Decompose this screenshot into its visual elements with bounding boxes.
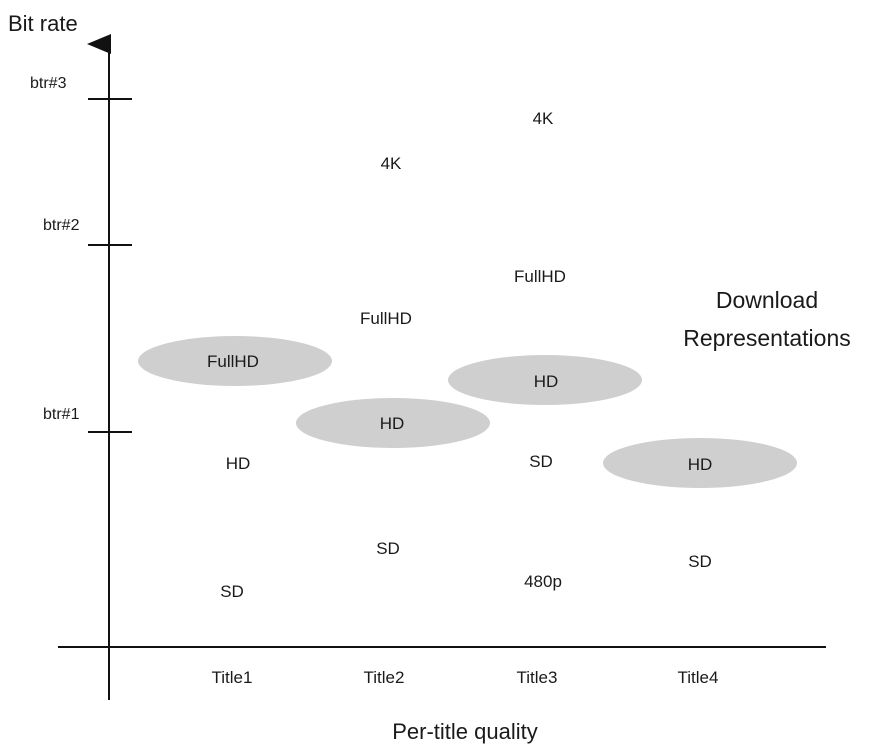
rep-label-title2-fullhd: FullHD [360,309,412,328]
y-tick-label-btr2: btr#2 [43,217,80,234]
category-label-title1: Title1 [212,668,253,687]
rep-label-title3-480p: 480p [524,572,562,591]
highlight-ellipse-title2 [296,398,490,448]
y-tick-label-btr3: btr#3 [30,75,67,92]
highlight-ellipse-title1 [138,336,332,386]
highlight-ellipse-title3 [448,355,642,405]
rep-label-title3-4k: 4K [533,109,554,128]
annotation-download: Download [716,287,818,313]
rep-label-title4-sd: SD [688,552,712,571]
rep-label-title3-sd: SD [529,452,553,471]
rep-label-title2-4k: 4K [381,154,402,173]
rep-label-title4-hd: HD [688,455,713,474]
category-label-title4: Title4 [678,668,719,687]
rep-label-title3-fullhd: FullHD [514,267,566,286]
y-tick-label-btr1: btr#1 [43,406,80,423]
rep-label-title1-hd: HD [226,454,251,473]
x-axis-title: Per-title quality [392,719,538,744]
category-label-title2: Title2 [364,668,405,687]
rep-label-title2-hd: HD [380,414,405,433]
rep-label-title1-fullhd: FullHD [207,352,259,371]
rep-label-title3-hd: HD [534,372,559,391]
highlight-ellipse-title4 [603,438,797,488]
category-label-title3: Title3 [517,668,558,687]
y-axis-title: Bit rate [8,11,78,36]
annotation-representations: Representations [683,325,851,351]
rep-label-title1-sd: SD [220,582,244,601]
rep-label-title2-sd: SD [376,539,400,558]
